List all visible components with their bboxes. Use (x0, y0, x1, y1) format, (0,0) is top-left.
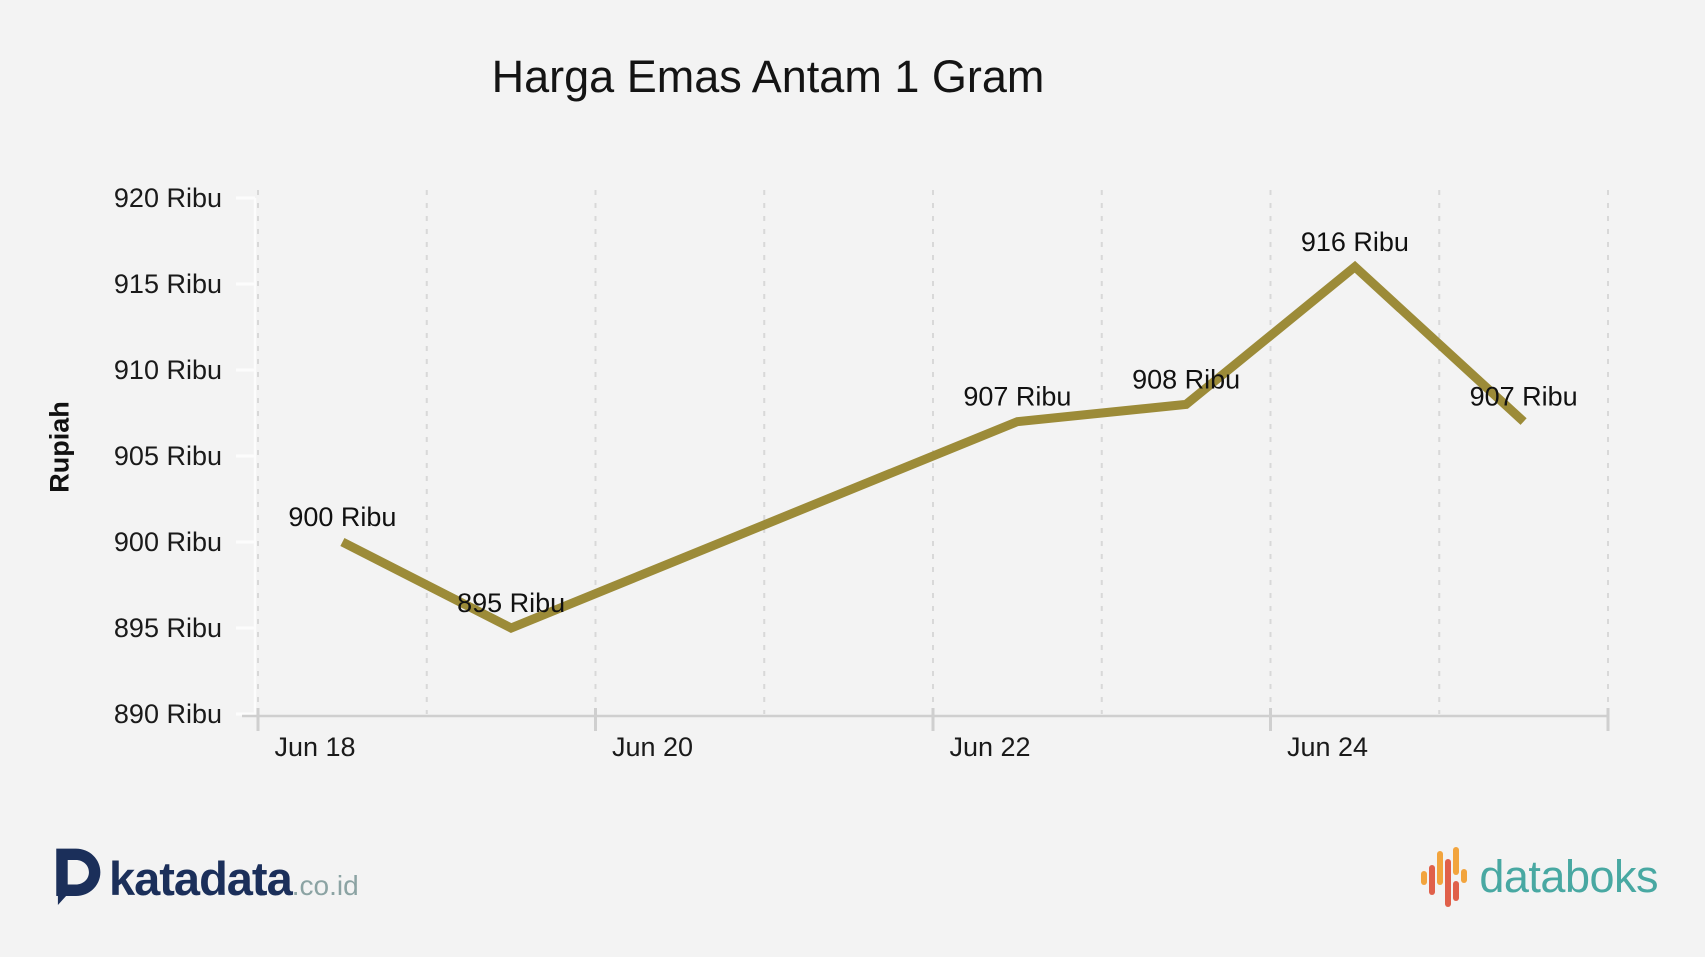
data-point-label: 900 Ribu (288, 502, 396, 532)
x-axis-tick-label: Jun 22 (949, 732, 1030, 762)
x-axis-tick-label: Jun 24 (1287, 732, 1368, 762)
katadata-suffix: .co.id (291, 869, 359, 901)
data-point-label: 895 Ribu (457, 588, 565, 618)
gold-price-line-chart: 920 Ribu 915 Ribu 910 Ribu 905 Ribu 900 Ribu… (114, 183, 1610, 762)
y-axis-tick-label: 900 Ribu (114, 527, 222, 557)
katadata-text: katadata (109, 851, 293, 905)
y-axis-tick-label: 905 Ribu (114, 441, 222, 471)
databoks-logo: databoks (1421, 842, 1658, 912)
katadata-logo: katadata.co.id (53, 846, 359, 910)
y-axis-tick-label: 895 Ribu (114, 613, 222, 643)
katadata-wordmark: katadata.co.id (109, 851, 359, 906)
katadata-icon (56, 848, 101, 905)
data-point-label: 916 Ribu (1301, 227, 1409, 257)
databoks-text: databoks (1479, 851, 1658, 902)
y-axis-tick-label: 920 Ribu (114, 183, 222, 213)
y-axis-tick-label: 915 Ribu (114, 269, 222, 299)
x-axis-tick-label: Jun 20 (612, 732, 693, 762)
data-point-label: 908 Ribu (1132, 364, 1240, 394)
data-point-label: 907 Ribu (963, 382, 1071, 412)
y-axis-tick-label: 890 Ribu (114, 699, 222, 729)
x-axis-tick-label: Jun 18 (274, 732, 355, 762)
y-axis-tick-label: 910 Ribu (114, 355, 222, 385)
chart-title: Harga Emas Antam 1 Gram (491, 51, 1045, 102)
databoks-icon (1421, 847, 1468, 907)
data-point-label: 907 Ribu (1470, 382, 1578, 412)
price-line (340, 260, 1527, 633)
